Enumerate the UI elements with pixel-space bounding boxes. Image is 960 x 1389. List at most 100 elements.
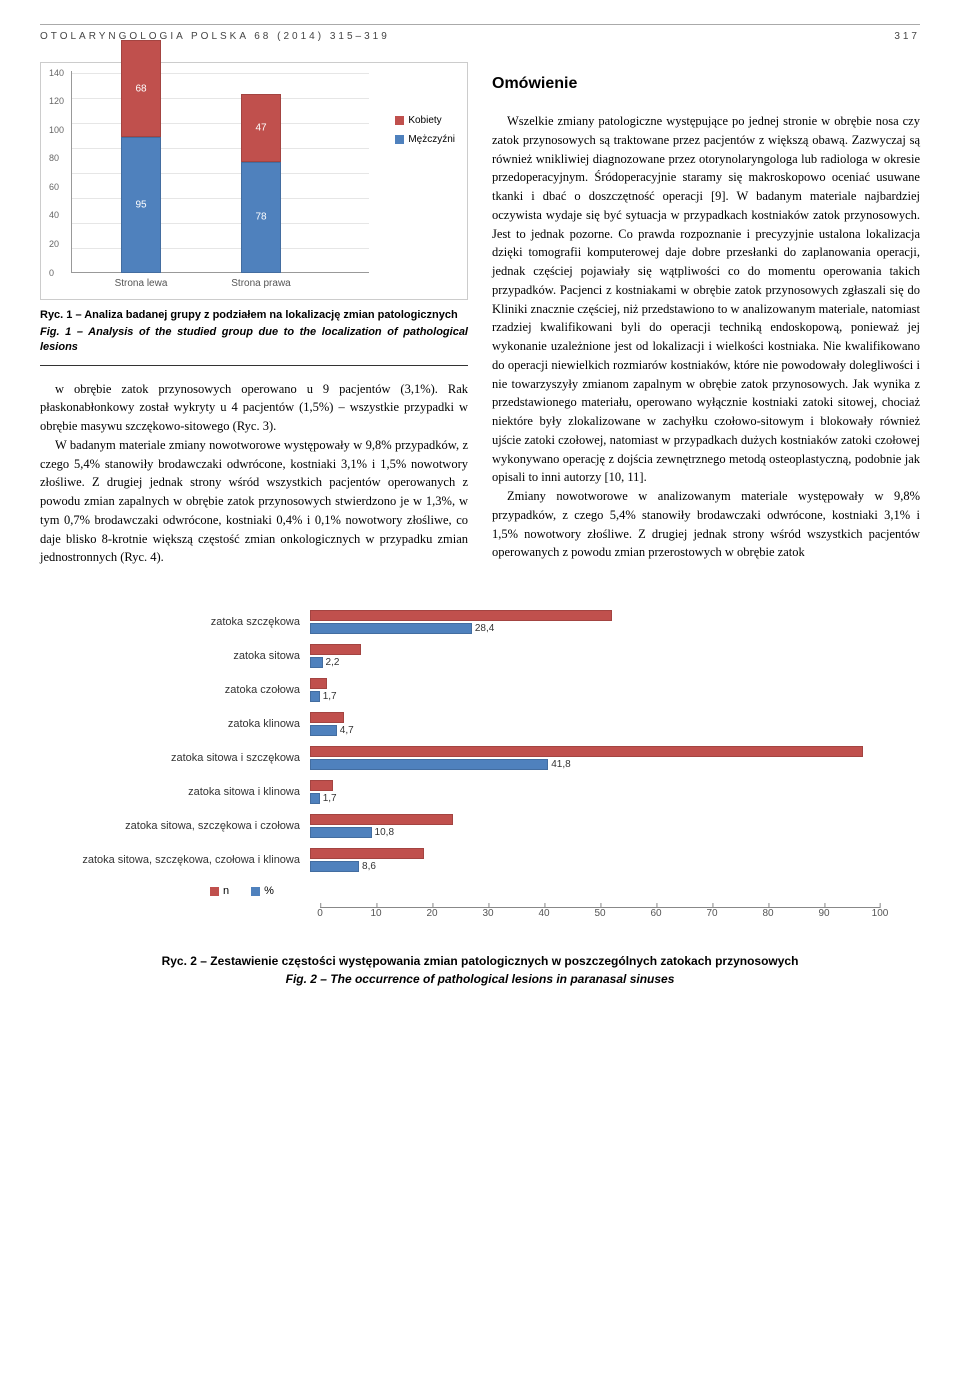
chart1-legend-item: Kobiety (395, 113, 455, 128)
chart2-xtick: 60 (650, 908, 661, 919)
legend-swatch (395, 135, 404, 144)
body-paragraph: Wszelkie zmiany patologiczne występujące… (492, 112, 920, 487)
chart2-bar-group: 10,8 (310, 812, 880, 840)
chart2-row: zatoka czołowa1,7 (80, 673, 880, 707)
chart2-row: zatoka sitowa i szczękowa 41,8 (80, 741, 880, 775)
legend-swatch (251, 887, 260, 896)
chart2-xtick: 40 (538, 908, 549, 919)
chart1-ytick: 120 (49, 95, 64, 109)
chart2-bar-percent: 28,4 (310, 623, 472, 634)
chart2-bar-n (310, 780, 333, 791)
chart2-bar-group: 8,6 (310, 846, 880, 874)
chart2-bar-percent: 2,2 (310, 657, 323, 668)
chart2-category-label: zatoka szczękowa (80, 616, 310, 628)
running-head: OTOLARYNGOLOGIA POLSKA 68 (2014) 315–319… (40, 24, 920, 42)
chart2-bar-group: 28,4 (310, 608, 880, 636)
chart2-bar-value-label: 4,7 (336, 725, 354, 736)
chart1-bar-segment: 47 (241, 94, 281, 161)
chart2-bar-percent: 10,8 (310, 827, 372, 838)
chart2-bar-value-label: 41,8 (547, 759, 570, 770)
chart1-bar-segment: 68 (121, 40, 161, 137)
chart2-bar-value-label: 1,7 (319, 691, 337, 702)
left-column-body: w obrębie zatok przynosowych operowano u… (40, 380, 468, 568)
figure-1: 0 20 40 60 80 100 120 140 95 68 78 47 Strona lewa Str… (40, 62, 468, 366)
chart2-xtick: 10 (370, 908, 381, 919)
chart2-category-label: zatoka sitowa (80, 650, 310, 662)
chart2-bar-n (310, 712, 344, 723)
figure-1-caption-en: Fig. 1 – Analysis of the studied group d… (40, 325, 468, 355)
chart2-bar-percent: 1,7 (310, 793, 320, 804)
chart2-bar-percent: 1,7 (310, 691, 320, 702)
chart2-row: zatoka sitowa, szczękowa i czołowa10,8 (80, 809, 880, 843)
chart1-ytick: 20 (49, 238, 59, 252)
chart2-xtick: 0 (317, 908, 323, 919)
figure-2-caption-en: Fig. 2 – The occurrence of pathological … (40, 971, 920, 987)
chart2-legend: n% (210, 885, 880, 901)
chart1-ytick: 40 (49, 209, 59, 223)
chart2-row: zatoka sitowa, szczękowa, czołowa i klin… (80, 843, 880, 877)
legend-label: % (264, 885, 274, 897)
page-number: 317 (894, 31, 920, 42)
chart2-bar-n (310, 848, 424, 859)
body-paragraph: W badanym materiale zmiany nowotworowe w… (40, 436, 468, 567)
chart1-bar-value: 47 (242, 121, 280, 136)
chart2-xtick: 30 (482, 908, 493, 919)
chart2-xtick: 90 (818, 908, 829, 919)
chart2-legend-item: n (210, 885, 229, 897)
chart2-bar-group: 1,7 (310, 778, 880, 806)
chart2-bar-group: 41,8 (310, 744, 880, 772)
chart2-bar-value-label: 8,6 (358, 861, 376, 872)
chart2-bar-group: 1,7 (310, 676, 880, 704)
chart1-legend-item: Mężczyźni (395, 132, 455, 147)
body-paragraph: Zmiany nowotworowe w analizowanym materi… (492, 487, 920, 562)
chart2-bar-percent: 4,7 (310, 725, 337, 736)
legend-swatch (210, 887, 219, 896)
journal-ref: OTOLARYNGOLOGIA POLSKA 68 (2014) 315–319 (40, 31, 390, 42)
section-title: Omówienie (492, 72, 920, 96)
chart2-category-label: zatoka sitowa i szczękowa (80, 752, 310, 764)
chart1-ytick: 80 (49, 152, 59, 166)
chart2-row: zatoka klinowa4,7 (80, 707, 880, 741)
chart2-bar-percent: 8,6 (310, 861, 359, 872)
chart2-xtick: 80 (762, 908, 773, 919)
chart1-bar-segment: 95 (121, 137, 161, 273)
chart2-bar-value-label: 10,8 (371, 827, 394, 838)
legend-label: n (223, 885, 229, 897)
chart1-bar-value: 68 (122, 81, 160, 96)
chart2-xtick: 70 (706, 908, 717, 919)
legend-swatch (395, 116, 404, 125)
chart2-row: zatoka sitowa2,2 (80, 639, 880, 673)
chart2-category-label: zatoka czołowa (80, 684, 310, 696)
chart2-category-label: zatoka sitowa, szczękowa i czołowa (80, 820, 310, 832)
chart2-bar-group: 2,2 (310, 642, 880, 670)
chart2-xtick: 50 (594, 908, 605, 919)
chart2-bar-group: 4,7 (310, 710, 880, 738)
chart1-bar-value: 78 (242, 210, 280, 225)
chart1-category-label: Strona lewa (101, 276, 181, 291)
chart1-legend: Kobiety Mężczyźni (395, 113, 455, 151)
chart1-ytick: 0 (49, 266, 54, 280)
chart2-xtick: 20 (426, 908, 437, 919)
chart1-ytick: 100 (49, 123, 64, 137)
body-paragraph: w obrębie zatok przynosowych operowano u… (40, 380, 468, 436)
chart2-bar-n (310, 678, 327, 689)
chart2-row: zatoka sitowa i klinowa1,7 (80, 775, 880, 809)
chart2-row: zatoka szczękowa28,4 (80, 605, 880, 639)
chart2-category-label: zatoka sitowa i klinowa (80, 786, 310, 798)
chart1-bar: 95 68 (121, 40, 161, 273)
chart2-bar-n (310, 610, 612, 621)
right-column-body: Wszelkie zmiany patologiczne występujące… (492, 112, 920, 562)
chart2-category-label: zatoka klinowa (80, 718, 310, 730)
chart2-bar-value-label: 28,4 (471, 623, 494, 634)
chart1-bar-segment: 78 (241, 162, 281, 273)
chart1-bar: 78 47 (241, 94, 281, 273)
chart1-category-label: Strona prawa (221, 276, 301, 291)
chart2-bar-n (310, 746, 863, 757)
chart1-ytick: 60 (49, 181, 59, 195)
figure-1-chart: 0 20 40 60 80 100 120 140 95 68 78 47 Strona lewa Str… (40, 62, 468, 300)
figure-1-caption-pl: Ryc. 1 – Analiza badanej grupy z podział… (40, 308, 468, 323)
chart2-bar-n (310, 814, 453, 825)
chart2-legend-item: % (251, 885, 274, 897)
chart1-ytick: 140 (49, 66, 64, 80)
chart2-bar-n (310, 644, 361, 655)
